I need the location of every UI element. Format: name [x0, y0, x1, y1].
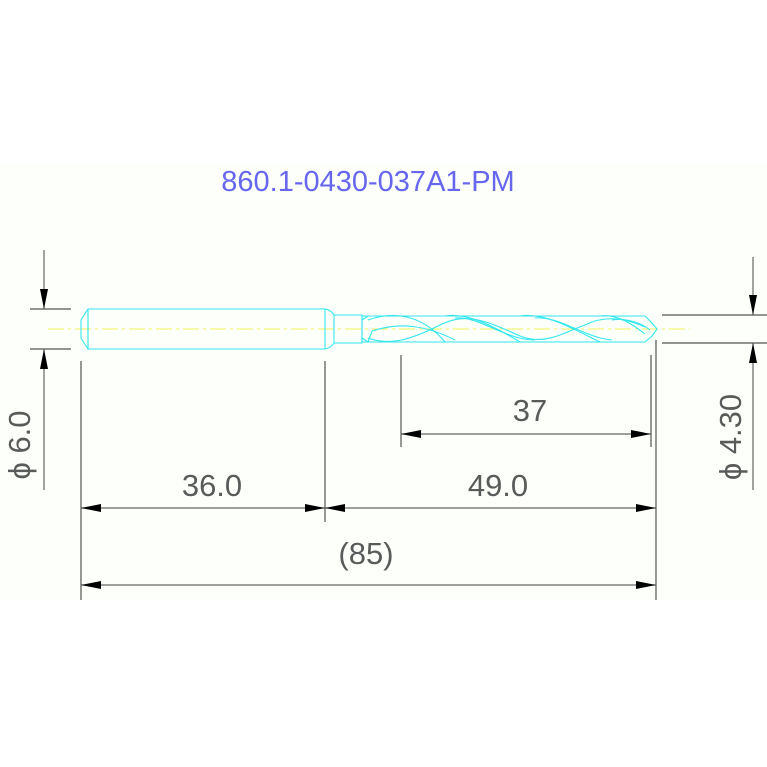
- overall-length-label: (85): [338, 536, 393, 571]
- shank-diameter-dimension: ϕ 6.0: [2, 250, 48, 490]
- drill-diameter-dimension: ϕ 4.30: [713, 257, 757, 490]
- drill-diameter-label: ϕ 4.30: [713, 394, 748, 480]
- drill-tool: [80, 308, 658, 350]
- shank-length-label: 36.0: [182, 468, 242, 503]
- flute-length-dimension: 37: [401, 393, 651, 438]
- shank-length-dimension: 36.0: [81, 468, 325, 512]
- body-length-label: 49.0: [468, 468, 528, 503]
- shank-diameter-label: ϕ 6.0: [2, 410, 37, 479]
- body-length-dimension: 49.0: [325, 468, 656, 512]
- extension-lines: [30, 308, 767, 600]
- part-number-title: 860.1-0430-037A1-PM: [221, 166, 514, 198]
- flutes: [361, 314, 658, 343]
- drawing-area: [0, 163, 767, 600]
- flute-length-label: 37: [513, 393, 547, 428]
- overall-length-dimension: (85): [81, 536, 656, 589]
